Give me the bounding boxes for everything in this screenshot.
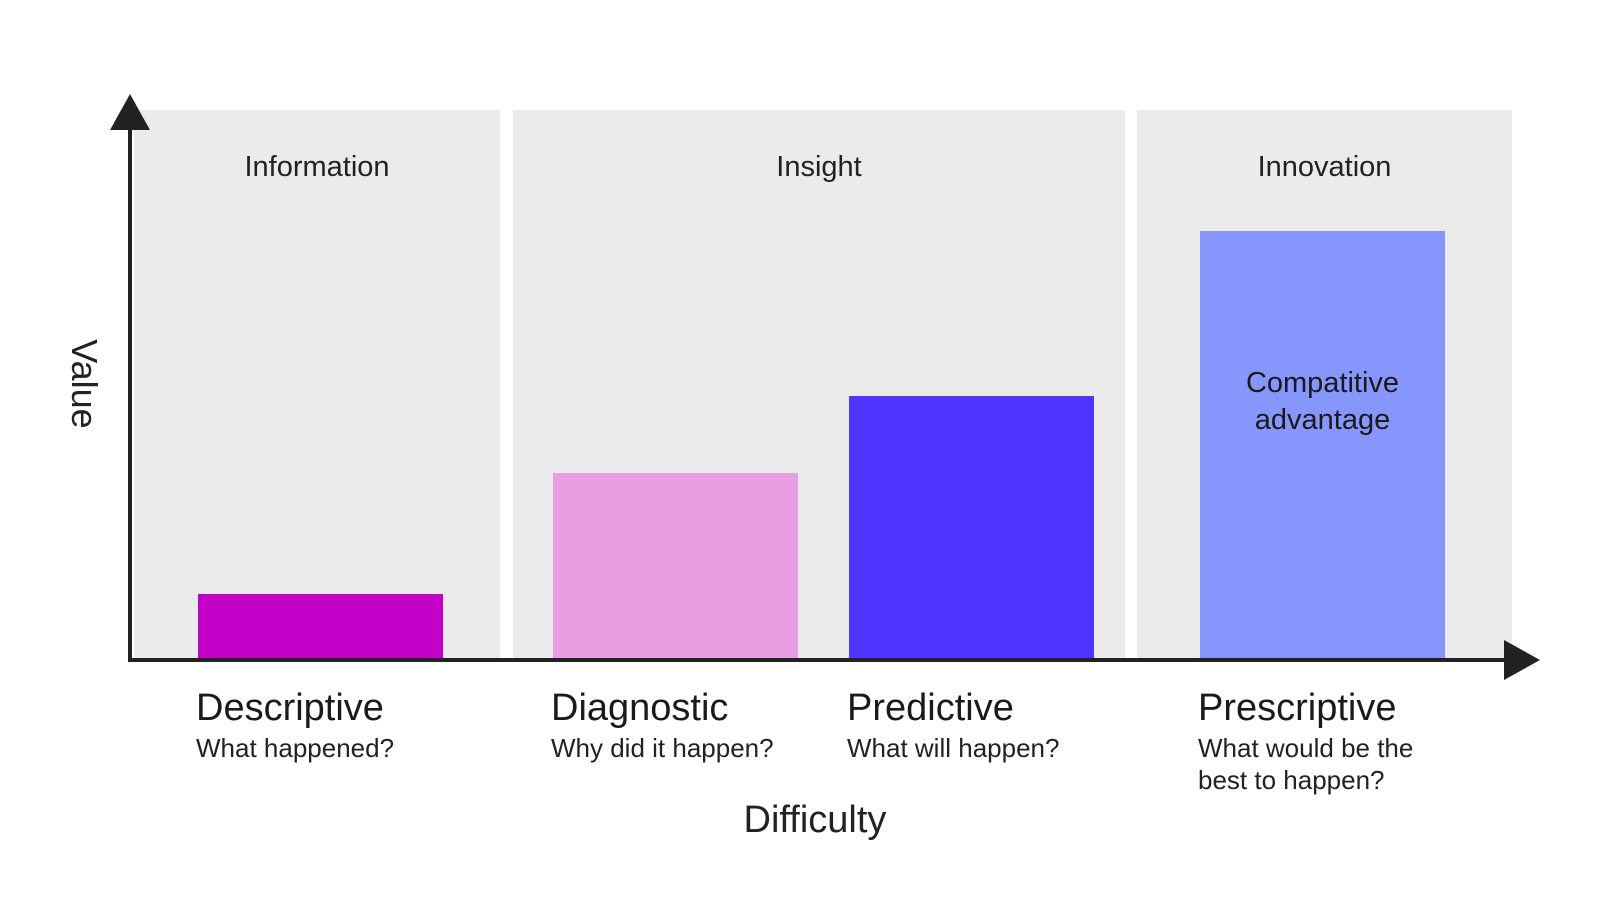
category-label-diagnostic: Diagnostic (551, 687, 728, 729)
category-subtitle: What would be the (1198, 733, 1413, 763)
y-axis-arrow-icon (110, 94, 150, 130)
category-subtitle: best to happen? (1198, 765, 1385, 795)
category-label-predictive: Predictive (847, 687, 1014, 729)
category-label-descriptive: Descriptive (196, 687, 384, 729)
y-axis-label: Value (64, 339, 105, 428)
axes (110, 94, 1540, 680)
bars: Compatitive advantage (198, 231, 1445, 660)
band-backgrounds (134, 110, 1512, 660)
category-subtitle: What happened? (196, 733, 394, 763)
bar-prescriptive (1200, 231, 1445, 660)
category-label-prescriptive: Prescriptive (1198, 687, 1397, 729)
band-label-information: Information (244, 151, 389, 183)
bar-annotation-line: Compatitive (1246, 367, 1399, 399)
x-axis-label: Difficulty (744, 799, 887, 841)
bar-diagnostic (553, 473, 798, 660)
bar-descriptive (198, 594, 443, 660)
labels: Information Insight Innovation Descriptive W… (196, 151, 1413, 795)
bar-annotation-line: advantage (1255, 404, 1390, 436)
bar-predictive (849, 396, 1094, 660)
band-information (134, 110, 500, 660)
x-axis-arrow-icon (1504, 640, 1540, 680)
category-subtitle: Why did it happen? (551, 733, 774, 763)
category-subtitle: What will happen? (847, 733, 1059, 763)
band-label-insight: Insight (776, 151, 861, 183)
band-label-innovation: Innovation (1258, 151, 1392, 183)
